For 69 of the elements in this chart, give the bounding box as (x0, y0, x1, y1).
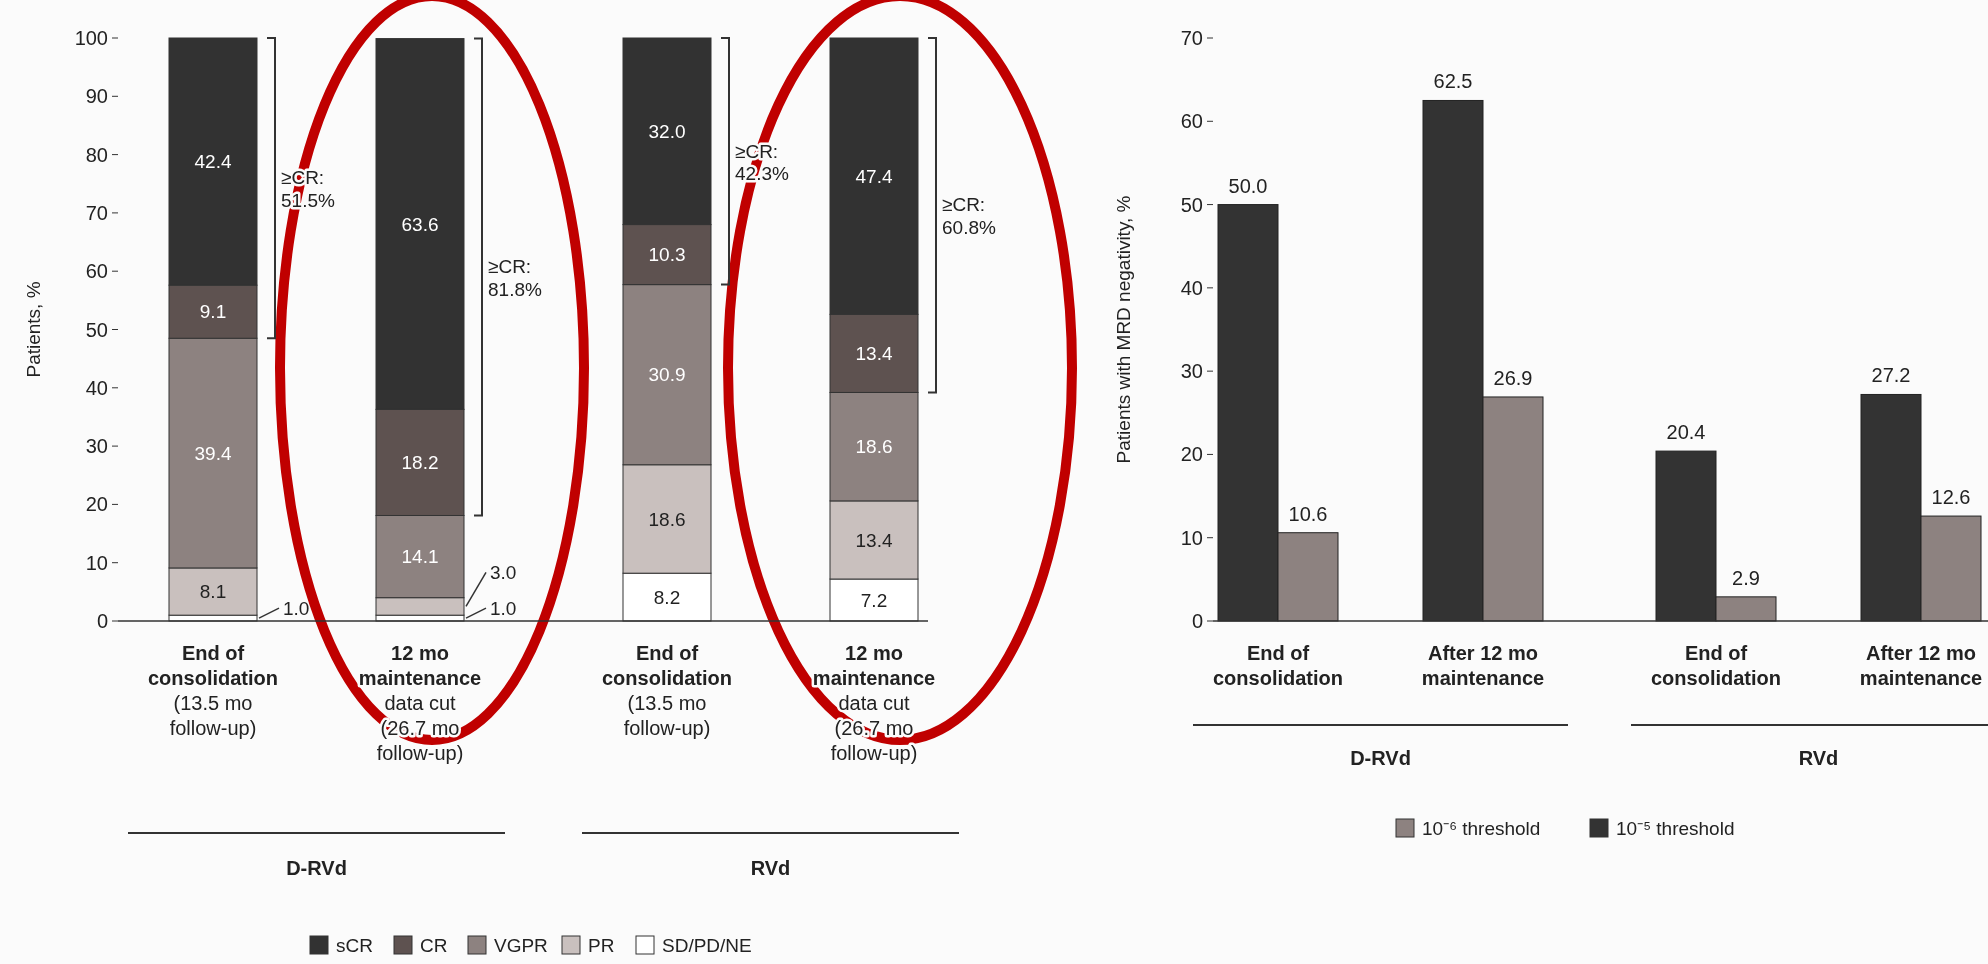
data-label: 8.1 (199, 581, 227, 603)
text: D-RVd (286, 857, 347, 879)
data-label: 47.4 (855, 165, 893, 187)
y-tick-label: 0 (1191, 610, 1203, 632)
text: ≥CR: 60.8% (942, 194, 996, 239)
legend-label: CR (420, 934, 448, 956)
data-label: 27.2 (1871, 364, 1911, 387)
y-tick-label: 20 (85, 493, 108, 516)
text: RVd (1798, 747, 1839, 769)
x-tick-label: End of consolidation (13.5 mo follow-up) (148, 642, 278, 739)
legend-label: SD/PD/NE (662, 934, 752, 956)
data-label: 18.2 (401, 452, 439, 474)
data-label: 30.9 (648, 364, 686, 386)
data-label: 20.4 (1666, 421, 1706, 444)
y-tick-label: 0 (96, 610, 108, 632)
data-label: 50.0 (1228, 174, 1268, 197)
legend-label: PR (588, 934, 615, 956)
y-tick-label: 50 (1180, 193, 1203, 216)
data-label: 62.5 (1433, 70, 1473, 93)
x-tick-label: End of consolidation (13.5 mo follow-up) (602, 642, 732, 739)
y-axis-title: Patients, % (23, 281, 44, 378)
y-axis-title: Patients with MRD negativity, % (1113, 195, 1134, 464)
x-tick-label: End of consolidation (1213, 642, 1343, 689)
data-label: 2.9 (1732, 566, 1760, 589)
data-label: 18.6 (648, 508, 686, 530)
y-tick-label: 60 (85, 260, 108, 283)
x-tick-label: End of consolidation (1651, 642, 1781, 689)
y-tick-label: 100 (74, 27, 108, 49)
data-label: 8.2 (653, 586, 681, 608)
data-label: 13.4 (855, 529, 893, 551)
data-label: 10.6 (1288, 502, 1328, 525)
y-tick-label: 40 (1180, 276, 1203, 299)
data-label: 1.0 (283, 597, 310, 619)
data-label: 42.4 (194, 151, 232, 173)
data-label: 13.4 (855, 343, 893, 365)
y-tick-label: 10 (1180, 526, 1203, 549)
y-tick-label: 10 (85, 551, 108, 574)
data-label: 32.0 (648, 120, 686, 142)
data-label: 14.1 (401, 546, 439, 568)
text: D-RVd (1350, 747, 1411, 769)
x-tick-label: After 12 mo maintenance (1421, 642, 1545, 689)
data-label: 18.6 (855, 436, 893, 458)
annotation: ≥CR: 81.8% (488, 256, 542, 301)
y-tick-label: 30 (85, 435, 108, 458)
y-tick-label: 90 (85, 85, 108, 108)
y-tick-label: 60 (1180, 110, 1203, 133)
legend-label: VGPR (494, 934, 548, 956)
data-label: 7.2 (860, 589, 888, 611)
data-label: 1.0 (490, 597, 517, 619)
y-tick-label: 70 (1180, 27, 1203, 49)
y-tick-label: 30 (1180, 360, 1203, 383)
y-tick-label: 50 (85, 318, 108, 341)
y-tick-label: 40 (85, 376, 108, 399)
y-tick-label: 20 (1180, 443, 1203, 466)
legend-label: sCR (336, 934, 373, 956)
data-label: 10.3 (648, 244, 686, 266)
data-label: 26.9 (1493, 366, 1533, 389)
data-label: 39.4 (194, 442, 232, 464)
data-label: 3.0 (490, 562, 517, 584)
data-label: 9.1 (199, 301, 227, 323)
y-tick-label: 80 (85, 143, 108, 166)
text: RVd (750, 857, 791, 879)
data-label: 12.6 (1931, 486, 1971, 509)
x-tick-label: After 12 mo maintenance (1859, 642, 1983, 689)
y-tick-label: 70 (85, 201, 108, 224)
legend-label: 10⁻⁶ threshold (1422, 817, 1541, 839)
legend-label: 10⁻⁵ threshold (1616, 817, 1735, 839)
data-label: 63.6 (401, 213, 439, 235)
x-tick-label: 12 mo maintenance data cut (26.7 mo follow-up) (812, 642, 936, 764)
